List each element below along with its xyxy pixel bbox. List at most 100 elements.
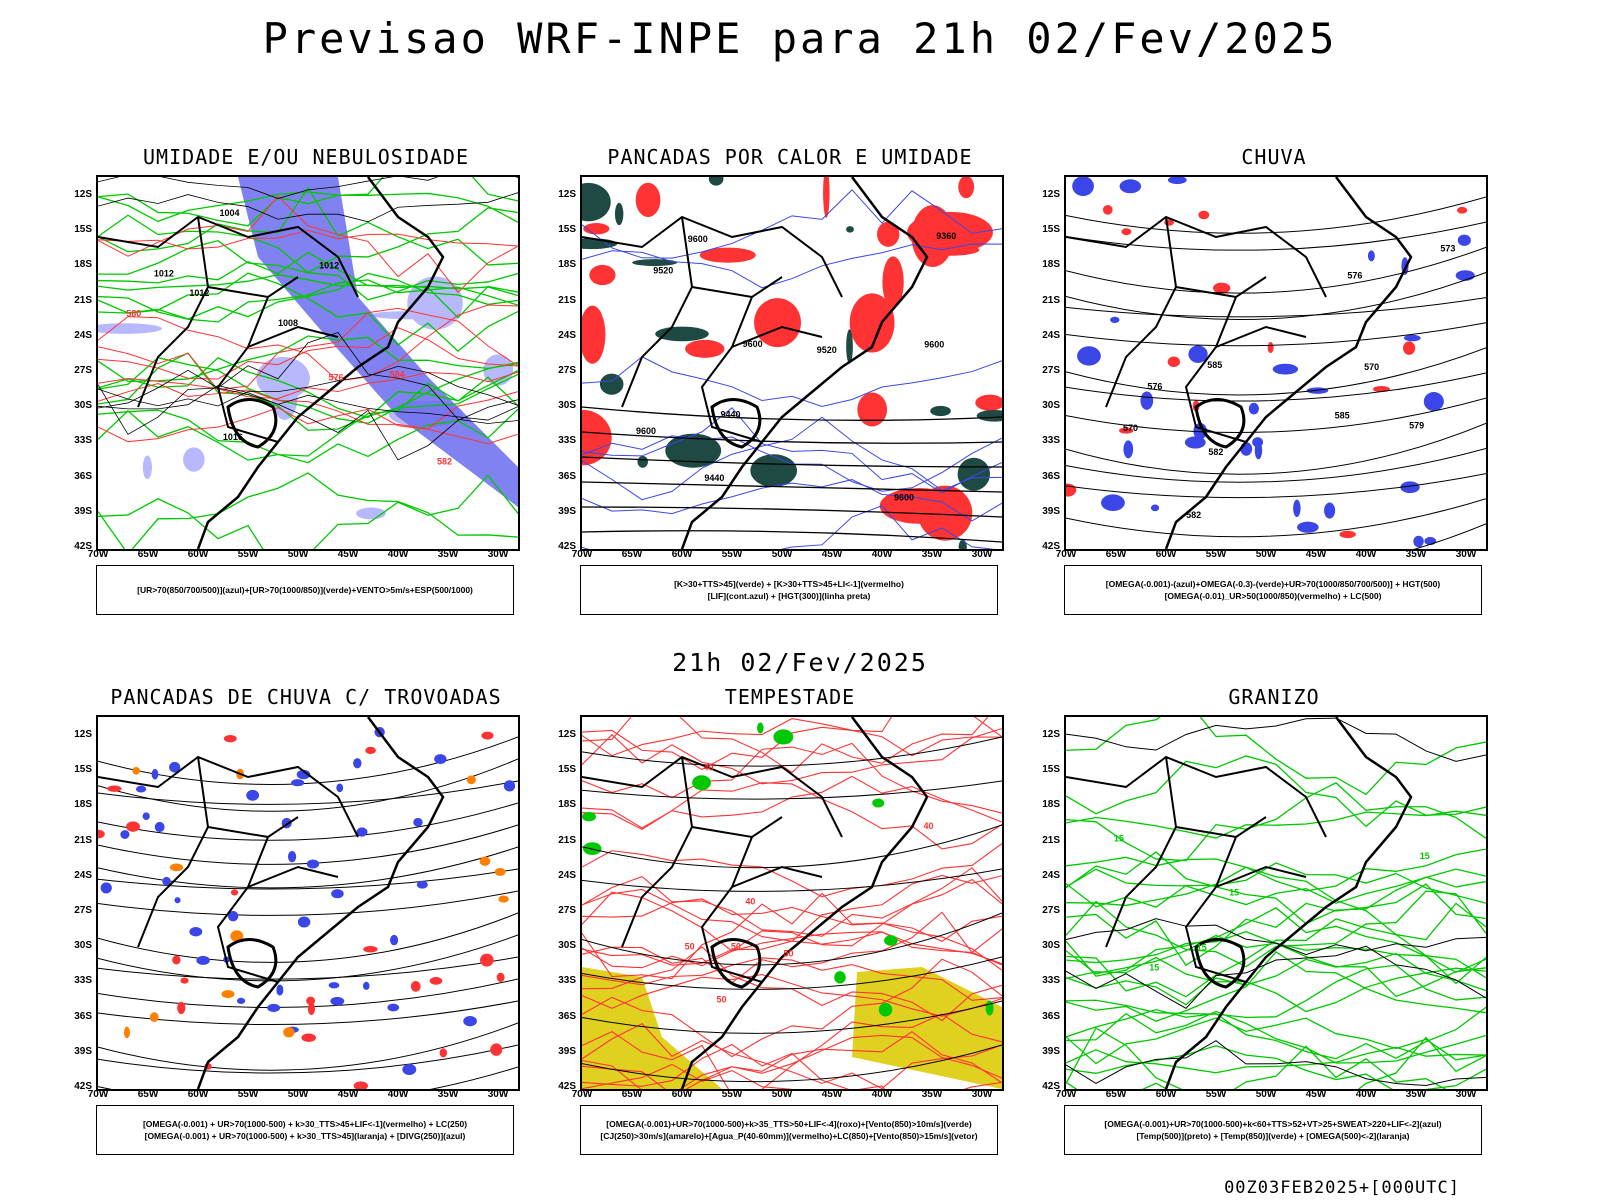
lat-tick-label: 15S [1042,764,1060,776]
shaded-area [1324,502,1336,519]
shaded-area [754,298,801,348]
streamline [98,890,518,916]
lon-tick-label: 40W [1355,1089,1377,1100]
legend-line: [OMEGA(-0.001) + UR>70(1000-500) + k>30_… [142,1119,468,1129]
streamline [98,780,518,805]
contour-label: 15 [1229,887,1239,897]
legend-line: [OMEGA(-0.001)+UR>70(1000-500)+k<60+TTS>… [1104,1119,1442,1129]
shaded-area [306,859,320,869]
lon-tick-label: 30W [971,1089,993,1100]
shaded-area [1198,210,1210,220]
shaded-area [353,758,362,769]
contour-line [1066,907,1486,977]
shaded-area [297,916,311,928]
lat-tick-label: 24S [74,869,92,881]
uruguay-outline [1194,938,1246,989]
streamline [1066,297,1486,318]
shaded-area [846,226,854,233]
shaded-area [1413,535,1424,548]
streamline [98,934,518,982]
contour-label: 40 [745,896,755,906]
shaded-area [1252,437,1264,448]
contour-line [98,272,518,320]
panel-legend: [OMEGA(-0.001)+UR>70(1000-500)+k>35_TTS>… [580,1105,998,1155]
lon-tick-label: 60W [187,549,209,560]
contour-label: 576 [1147,382,1162,392]
lon-tick-label: 60W [671,1089,693,1100]
lon-tick-label: 35W [1405,549,1427,560]
contour-line [1066,956,1486,1013]
lat-tick-label: 27S [1042,365,1060,376]
shaded-area [655,326,709,342]
contour-line [1066,862,1486,908]
lat-tick-label: 42S [74,1081,92,1092]
shaded-area [390,934,399,946]
lon-tick-label: 55W [237,1089,259,1100]
shaded-area [583,842,602,855]
legend-line: [OMEGA(-0.001)-(azul)+OMEGA(-0.3)-(verde… [1105,579,1441,589]
lat-tick-label: 21S [1042,834,1060,846]
contour-label: 576 [328,373,343,383]
forecast-map-panel: 15 15 15 15 15 [1064,715,1488,1091]
shaded-area [1248,402,1259,415]
country-borders [582,215,843,443]
lon-tick-label: 50W [287,1089,309,1100]
coastline [1164,717,1413,1089]
lat-tick-label: 24S [74,329,92,341]
shaded-area [1455,270,1475,281]
shaded-area [1188,345,1208,363]
forecast-map-panel: 582 585 585 582 579 576 576 573 570 570 [1064,175,1488,551]
streamline [98,1044,518,1074]
contour-label: 15 [1114,833,1124,843]
contour-line [582,742,1002,814]
streamline [1066,447,1486,483]
contour-line [98,177,518,227]
shaded-area [336,783,344,793]
lat-tick-label: 36S [1042,470,1060,482]
shaded-area [857,392,888,427]
forecast-map-panel [96,715,520,1091]
shaded-area [1339,530,1356,539]
lat-tick-label: 18S [1042,259,1060,271]
shaded-area [582,811,596,822]
contour-line [582,416,1002,501]
shaded-area [402,1064,417,1076]
lat-tick-label: 12S [558,189,576,200]
country-borders [582,755,843,983]
contour-line [1066,945,1486,1009]
streamline [98,802,518,841]
lon-tick-label: 65W [1105,1089,1127,1100]
contour-label: 579 [1409,420,1424,430]
contour-line [98,274,518,297]
lon-tick-label: 50W [771,1089,793,1100]
lat-tick-label: 36S [74,1010,92,1022]
contour-label: 570 [1364,362,1379,372]
lat-tick-label: 12S [1042,189,1060,200]
shaded-area [1110,316,1120,323]
shaded-area [142,455,152,480]
shaded-area [162,876,171,886]
shaded-area [635,182,661,218]
shaded-area [773,729,794,745]
shaded-area [882,256,904,309]
lon-tick-label: 55W [721,1089,743,1100]
contour-line [582,843,1002,898]
shaded-area [1403,334,1421,342]
contour-line [98,472,518,549]
lat-tick-label: 15S [74,764,92,776]
lat-tick-label: 21S [74,834,92,846]
shaded-area [183,447,205,472]
shaded-area [1372,386,1390,393]
shaded-area [283,1027,295,1038]
shaded-area [582,305,606,364]
streamline [1413,523,1486,549]
shaded-area [120,830,130,839]
shaded-area [301,1033,316,1042]
shaded-area [877,221,900,247]
shaded-area [149,1012,159,1023]
legend-line: [UR>70(850/700/500)](azul)+[UR>70(1000/8… [137,585,473,595]
shaded-area [410,980,421,992]
lat-tick-label: 30S [558,400,576,412]
shaded-area [331,889,344,899]
panel-title: UMIDADE E/OU NEBULOSIDADE [142,145,470,169]
